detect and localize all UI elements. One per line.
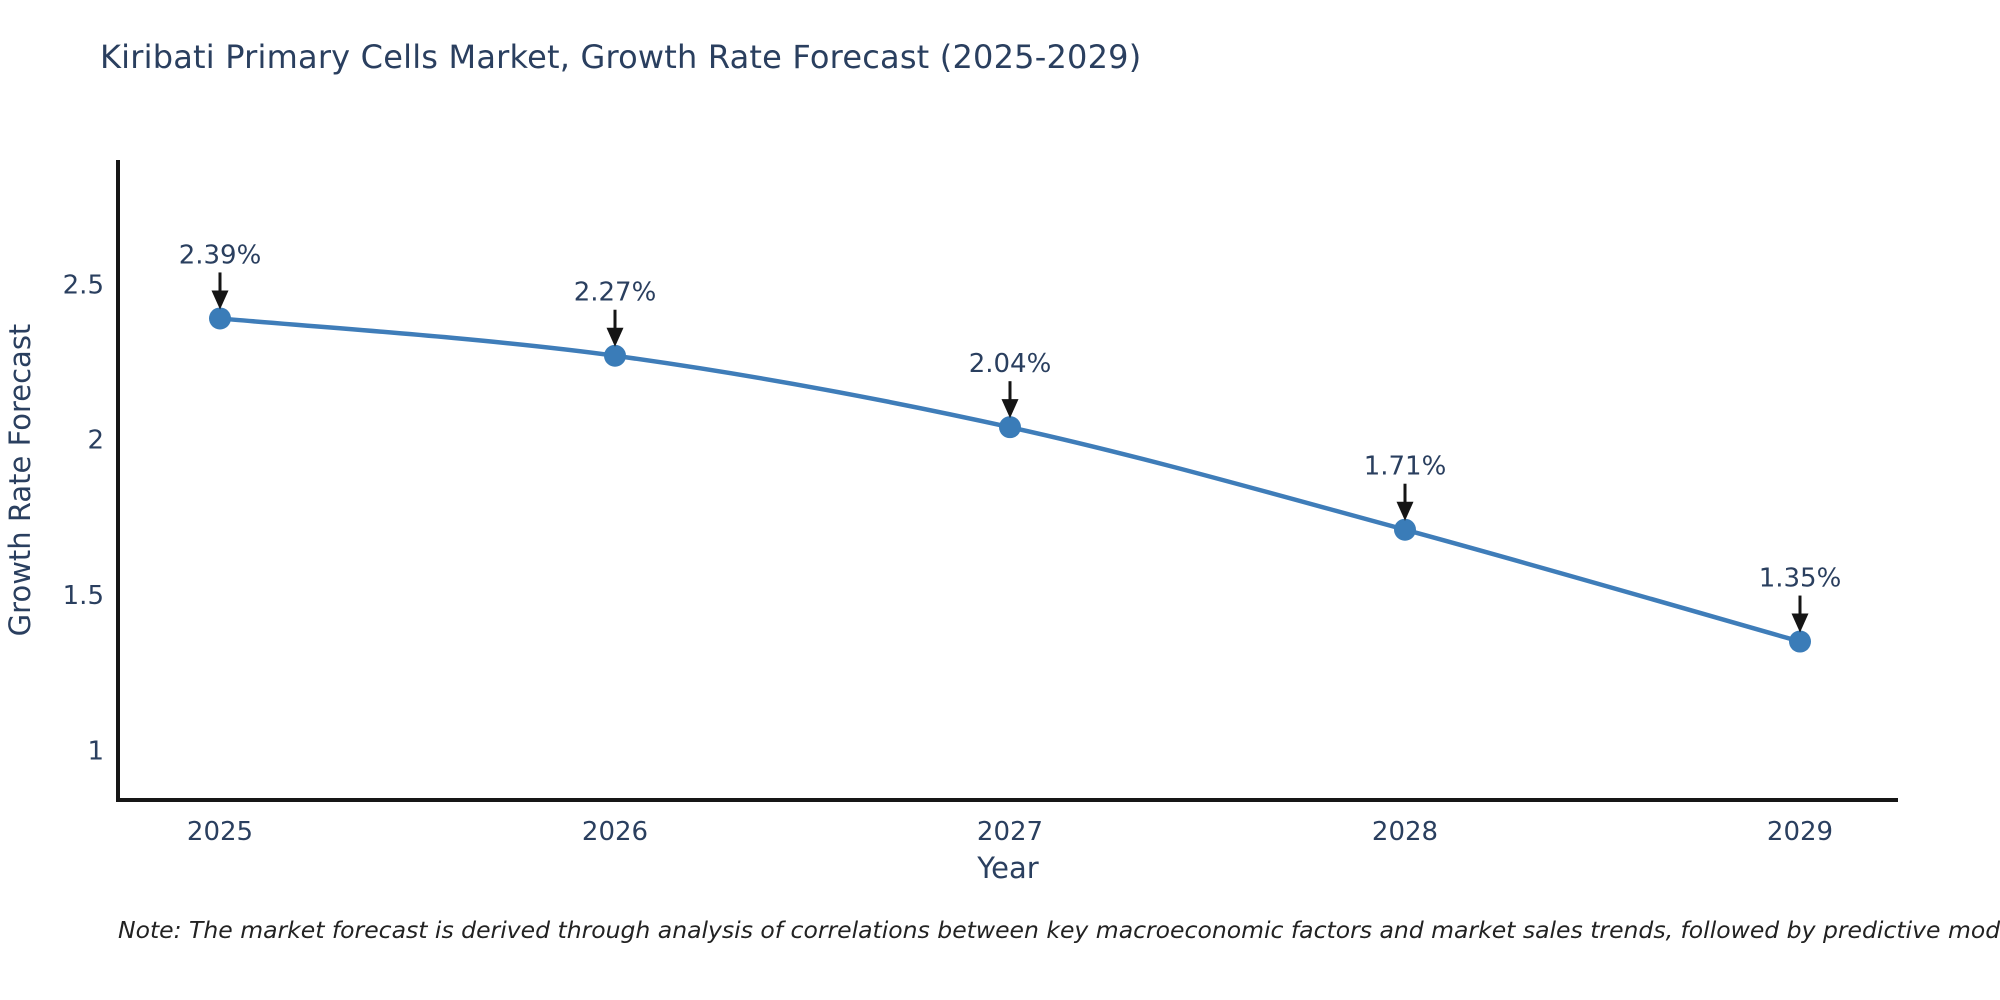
x-tick-label: 2027 bbox=[977, 817, 1043, 847]
annotation-arrow-head bbox=[1001, 399, 1019, 419]
data-point-2028[interactable] bbox=[1394, 518, 1416, 541]
annotation-arrow-head bbox=[1396, 501, 1414, 521]
annotation-arrow-head bbox=[606, 327, 624, 347]
chart-title: Kiribati Primary Cells Market, Growth Ra… bbox=[100, 38, 1142, 76]
annotation-arrow-head bbox=[211, 290, 229, 310]
point-value-label: 2.27% bbox=[574, 278, 657, 308]
point-value-label: 1.71% bbox=[1364, 452, 1447, 482]
point-value-label: 2.04% bbox=[969, 349, 1052, 379]
x-tick-label: 2025 bbox=[187, 817, 253, 847]
x-axis-title: Year bbox=[976, 851, 1038, 885]
y-tick-label: 1.5 bbox=[63, 581, 104, 611]
data-point-2026[interactable] bbox=[604, 344, 626, 367]
point-value-label: 1.35% bbox=[1759, 564, 1842, 594]
data-point-2029[interactable] bbox=[1789, 630, 1811, 653]
y-tick-label: 1 bbox=[87, 736, 104, 766]
data-point-2027[interactable] bbox=[999, 416, 1021, 439]
x-tick-label: 2029 bbox=[1767, 817, 1833, 847]
y-tick-label: 2 bbox=[87, 426, 104, 456]
point-value-label: 2.39% bbox=[179, 240, 262, 270]
y-axis-title: Growth Rate Forecast bbox=[3, 324, 37, 637]
x-tick-label: 2028 bbox=[1372, 817, 1438, 847]
x-tick-label: 2026 bbox=[582, 817, 648, 847]
annotation-arrow-head bbox=[1791, 613, 1809, 633]
y-tick-label: 2.5 bbox=[63, 270, 104, 300]
footnote-text: Note: The market forecast is derived thr… bbox=[118, 916, 2000, 944]
data-point-2025[interactable] bbox=[209, 307, 231, 330]
